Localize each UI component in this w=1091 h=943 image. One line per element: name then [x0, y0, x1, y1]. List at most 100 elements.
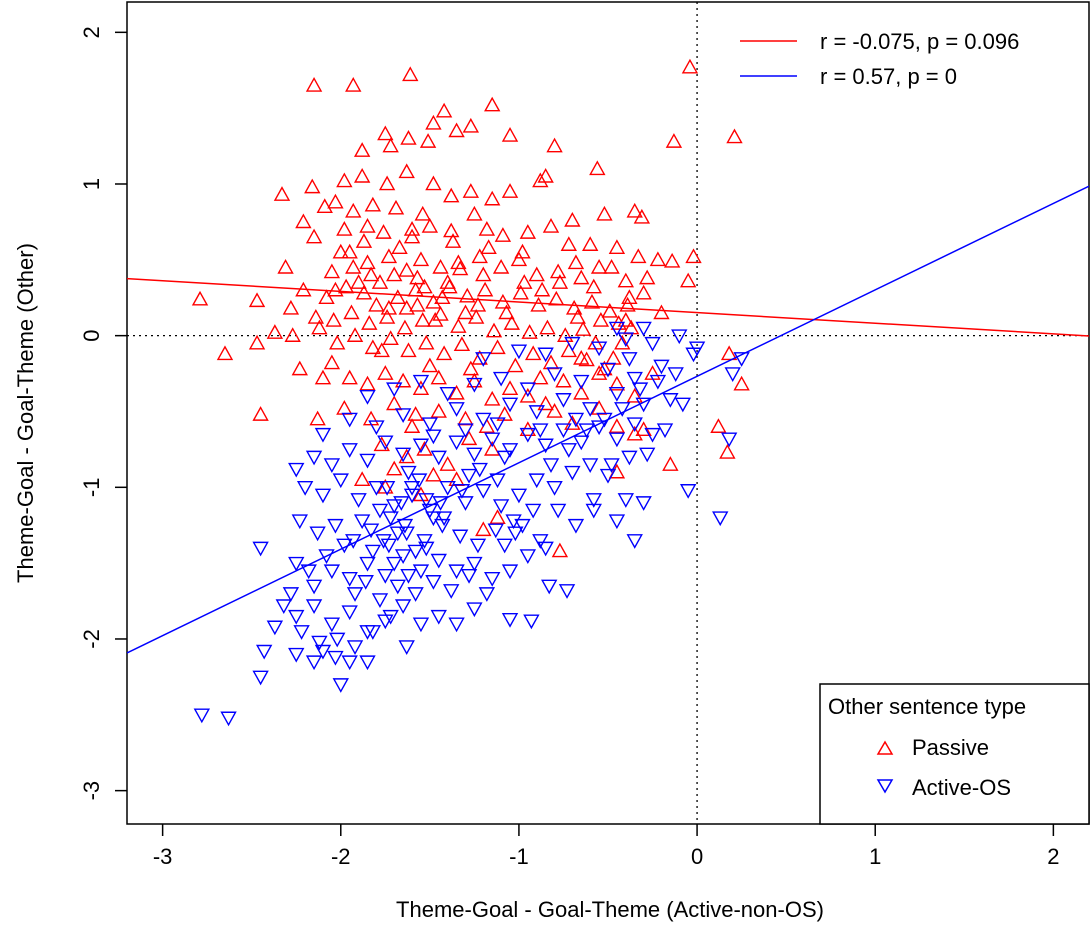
passive-point [685, 248, 702, 264]
legend-label-passive-fit: r = -0.075, p = 0.096 [820, 29, 1019, 54]
passive-point [603, 258, 620, 274]
active-os-point [507, 526, 524, 542]
active-os-point [341, 655, 358, 671]
active-os-point [635, 496, 652, 511]
legend-label-active-os-fit: r = 0.57, p = 0 [820, 64, 957, 89]
active-os-point [341, 443, 358, 458]
sentence-type-legend: Other sentence type Passive Active-OS [819, 683, 1090, 825]
passive-point [460, 430, 478, 446]
passive-point [546, 137, 563, 153]
active-os-point [448, 564, 465, 580]
active-os-point [487, 523, 504, 539]
passive-point [596, 360, 613, 376]
passive-point [318, 289, 335, 305]
passive-point [492, 258, 510, 274]
passive-point [418, 334, 435, 350]
passive-point [457, 304, 474, 320]
passive-point [386, 460, 403, 476]
active-os-point [353, 514, 371, 530]
passive-point [548, 290, 565, 306]
passive-point [583, 293, 601, 309]
active-os-point [329, 632, 346, 648]
passive-point [542, 218, 560, 233]
active-os-point [523, 614, 540, 630]
passive-point [432, 305, 449, 321]
passive-point [532, 369, 549, 385]
passive-point [248, 334, 266, 350]
active-os-point [448, 435, 465, 451]
passive-point [665, 133, 683, 148]
active-os-point [519, 427, 537, 443]
passive-point [403, 221, 421, 236]
active-os-point [457, 423, 474, 439]
passive-point [710, 418, 727, 433]
active-os-point [394, 447, 412, 463]
passive-point [453, 336, 471, 352]
passive-point [439, 274, 456, 289]
passive-point [327, 281, 344, 297]
passive-point [377, 125, 394, 141]
regression-legend: r = -0.075, p = 0.096 r = 0.57, p = 0 [740, 29, 1019, 89]
active-os-point [573, 374, 590, 390]
active-os-point [412, 617, 430, 633]
passive-point [412, 380, 430, 396]
passive-point [378, 175, 396, 191]
passive-point [359, 375, 376, 391]
passive-point [402, 66, 419, 82]
passive-point [284, 327, 301, 342]
passive-point [377, 365, 394, 380]
passive-point [475, 521, 492, 537]
active-os-point [357, 575, 374, 590]
active-os-point [296, 481, 314, 496]
y-tick-label: -2 [79, 629, 104, 649]
passive-point [626, 387, 643, 403]
passive-point [400, 130, 417, 145]
passive-point [407, 406, 424, 421]
active-os-point [653, 359, 670, 375]
passive-point [462, 183, 480, 198]
passive-point [549, 263, 567, 279]
active-os-point [323, 564, 341, 580]
active-os-point [492, 371, 510, 387]
active-os-point [617, 332, 635, 348]
active-os-point [585, 493, 602, 508]
active-os-point [603, 458, 620, 474]
active-os-point [532, 534, 549, 549]
active-os-point [255, 644, 273, 660]
passive-point [653, 304, 670, 320]
active-os-point [724, 367, 741, 383]
passive-point [501, 183, 519, 198]
passive-point [403, 418, 421, 433]
passive-point [305, 76, 323, 92]
passive-point [304, 178, 321, 194]
passive-point [663, 252, 681, 268]
passive-point [528, 266, 545, 282]
active-os-point [489, 473, 506, 489]
passive-point [462, 117, 480, 133]
passive-point [416, 278, 433, 294]
passive-point [412, 251, 430, 267]
active-os-point [435, 511, 453, 527]
active-os-point [484, 572, 501, 587]
active-os-point [555, 423, 572, 439]
active-os-point [451, 529, 469, 545]
active-os-point [305, 599, 323, 615]
active-os-point [501, 443, 519, 458]
active-os-point [412, 438, 430, 454]
passive-point [359, 254, 376, 270]
active-os-point [364, 544, 382, 560]
passive-point [386, 266, 403, 282]
active-os-point [416, 534, 433, 549]
active-os-point [394, 549, 412, 565]
active-os-point [425, 429, 442, 445]
active-os-point [542, 458, 560, 474]
active-os-point [332, 678, 349, 693]
passive-point [521, 324, 538, 339]
active-os-point [311, 635, 328, 651]
passive-point [630, 248, 647, 264]
passive-point [565, 299, 583, 315]
active-os-point [685, 347, 702, 363]
active-os-point [581, 402, 599, 417]
passive-point [425, 114, 442, 130]
passive-point [539, 319, 556, 335]
